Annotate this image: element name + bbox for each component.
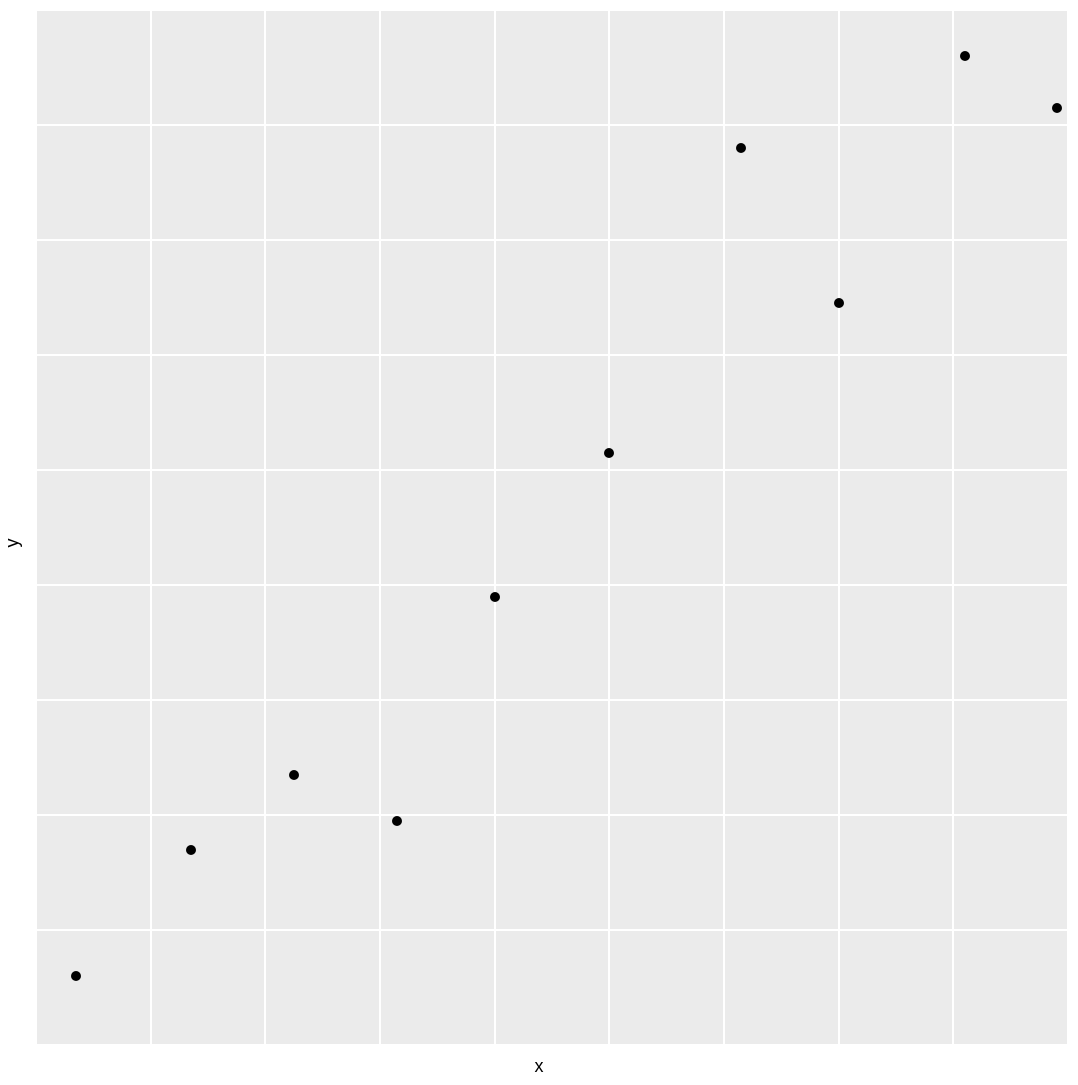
gridline-horizontal (36, 699, 1068, 701)
gridline-horizontal (36, 239, 1068, 241)
plot-panel (36, 10, 1068, 1045)
gridline-horizontal (36, 929, 1068, 931)
gridline-vertical (723, 10, 725, 1045)
gridline-horizontal (36, 469, 1068, 471)
gridline-horizontal (36, 584, 1068, 586)
data-point (1052, 103, 1062, 113)
gridline-vertical (952, 10, 954, 1045)
data-point (736, 143, 746, 153)
gridline-vertical (608, 10, 610, 1045)
gridline-vertical (264, 10, 266, 1045)
gridline-vertical (494, 10, 496, 1045)
gridline-vertical (379, 10, 381, 1045)
y-axis-label: y (2, 538, 23, 547)
data-point (289, 770, 299, 780)
gridline-vertical (35, 10, 37, 1045)
gridline-horizontal (36, 9, 1068, 11)
data-point (834, 298, 844, 308)
data-point (604, 448, 614, 458)
data-point (960, 51, 970, 61)
gridline-horizontal (36, 124, 1068, 126)
data-point (186, 845, 196, 855)
gridline-vertical (150, 10, 152, 1045)
gridline-horizontal (36, 814, 1068, 816)
gridline-vertical (838, 10, 840, 1045)
gridline-horizontal (36, 1044, 1068, 1046)
scatter-chart: y x (0, 0, 1078, 1085)
data-point (392, 816, 402, 826)
x-axis-label: x (535, 1056, 544, 1077)
data-point (490, 592, 500, 602)
gridline-horizontal (36, 354, 1068, 356)
gridline-vertical (1067, 10, 1069, 1045)
data-point (71, 971, 81, 981)
